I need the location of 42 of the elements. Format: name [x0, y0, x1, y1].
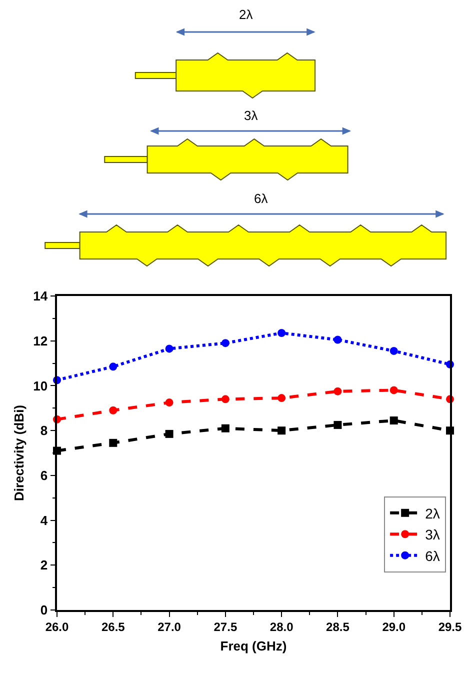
point: [109, 406, 118, 414]
point: [334, 387, 342, 396]
point: [278, 426, 286, 435]
legend-label: 6λ: [425, 548, 440, 564]
x-tick-label: 29.5: [438, 620, 462, 634]
x-axis-title: Freq (GHz): [220, 638, 287, 654]
point: [109, 438, 118, 447]
point: [390, 416, 398, 424]
point: [334, 336, 342, 344]
point: [165, 430, 174, 438]
x-tick-label: 27.5: [214, 620, 238, 634]
legend-label: 3λ: [425, 526, 440, 543]
x-tick-label: 26.0: [45, 620, 69, 634]
point: [278, 329, 286, 338]
y-tick-label: 2: [40, 558, 48, 573]
text: 3λ: [244, 108, 258, 123]
point: [165, 398, 174, 407]
y-tick-label: 6: [40, 468, 48, 483]
y-tick-label: 14: [33, 288, 48, 304]
text: 6λ: [254, 191, 268, 206]
point: [165, 344, 174, 353]
y-tick-label: 12: [33, 333, 48, 348]
point: [390, 386, 398, 394]
y-tick-label: 8: [40, 423, 48, 438]
x-tick-label: 28.0: [270, 620, 294, 634]
point: [390, 346, 398, 355]
x-tick-label: 27.0: [158, 620, 182, 634]
y-axis-title: Directivity (dBi): [12, 404, 27, 502]
point: [221, 339, 230, 348]
y-tick-label: 0: [40, 602, 48, 618]
point: [109, 362, 118, 371]
x-tick-label: 26.5: [101, 620, 126, 634]
y-tick-label: 4: [40, 512, 48, 528]
point: [221, 395, 230, 404]
point: [278, 394, 286, 402]
point: [334, 420, 342, 429]
x-tick-label: 29.0: [382, 620, 406, 634]
legend-label: 2λ: [425, 505, 440, 522]
text: 2λ: [239, 7, 254, 22]
point: [221, 424, 230, 432]
x-tick-label: 28.5: [326, 620, 350, 634]
y-tick-label: 10: [33, 378, 48, 394]
